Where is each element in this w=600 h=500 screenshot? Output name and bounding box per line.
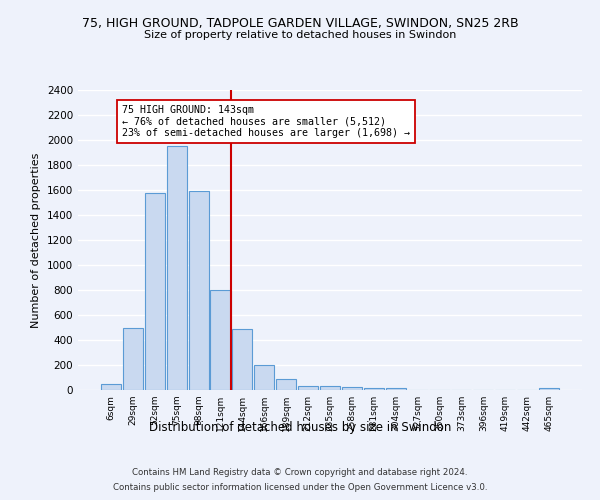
Bar xyxy=(539,388,559,390)
Text: Contains HM Land Registry data © Crown copyright and database right 2024.: Contains HM Land Registry data © Crown c… xyxy=(132,468,468,477)
Bar xyxy=(364,388,384,390)
Bar xyxy=(320,386,340,390)
Bar xyxy=(167,146,187,390)
Text: Distribution of detached houses by size in Swindon: Distribution of detached houses by size … xyxy=(149,421,451,434)
Text: Contains public sector information licensed under the Open Government Licence v3: Contains public sector information licen… xyxy=(113,483,487,492)
Bar xyxy=(342,387,362,390)
Bar xyxy=(145,192,165,390)
Bar xyxy=(386,388,406,390)
Text: 75 HIGH GROUND: 143sqm
← 76% of detached houses are smaller (5,512)
23% of semi-: 75 HIGH GROUND: 143sqm ← 76% of detached… xyxy=(122,105,410,138)
Bar xyxy=(101,384,121,390)
Bar xyxy=(232,329,253,390)
Bar xyxy=(254,365,274,390)
Text: 75, HIGH GROUND, TADPOLE GARDEN VILLAGE, SWINDON, SN25 2RB: 75, HIGH GROUND, TADPOLE GARDEN VILLAGE,… xyxy=(82,18,518,30)
Bar xyxy=(123,328,143,390)
Bar xyxy=(211,290,230,390)
Text: Size of property relative to detached houses in Swindon: Size of property relative to detached ho… xyxy=(144,30,456,40)
Bar xyxy=(276,379,296,390)
Y-axis label: Number of detached properties: Number of detached properties xyxy=(31,152,41,328)
Bar xyxy=(298,386,318,390)
Bar xyxy=(188,191,209,390)
